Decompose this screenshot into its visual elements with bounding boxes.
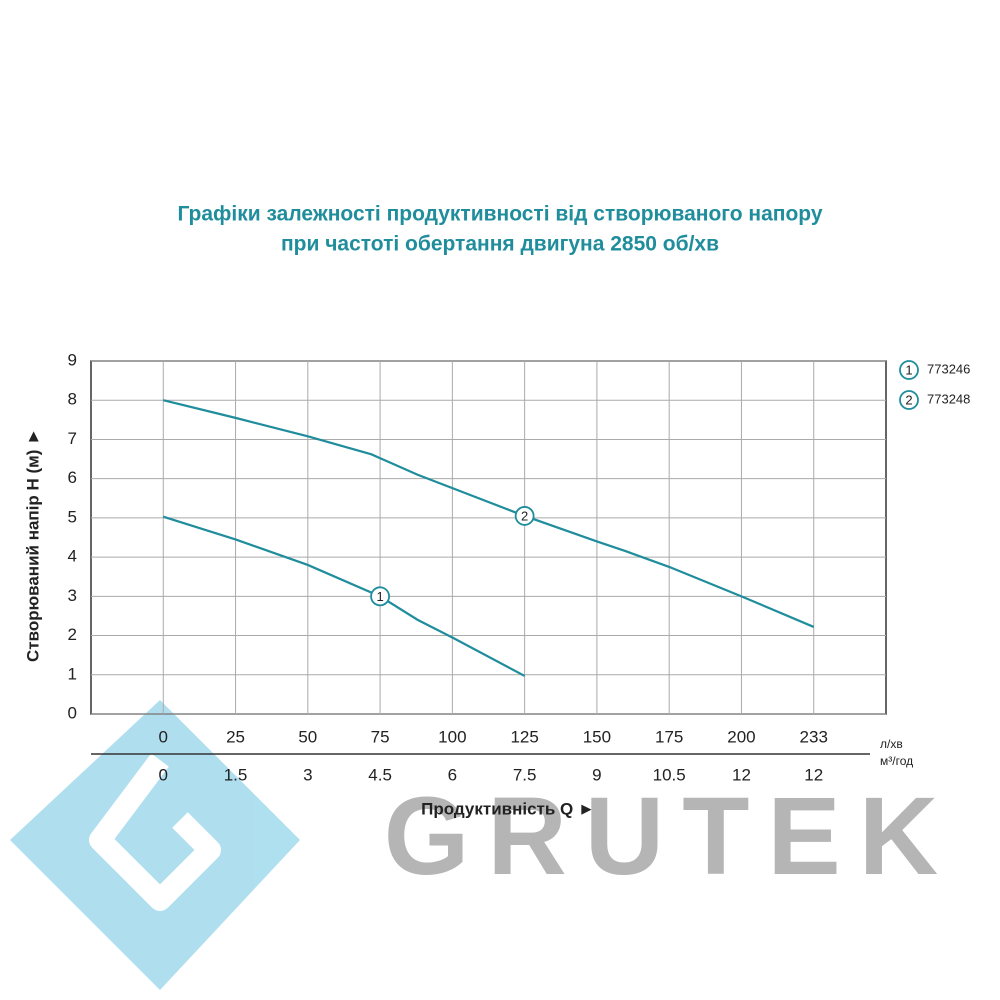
chart-title: Графіки залежності продуктивності від ст… [177, 203, 822, 226]
x-axis-label: Продуктивність Q ► [421, 799, 595, 818]
y-tick-label: 1 [68, 664, 77, 683]
y-tick-label: 5 [68, 507, 77, 526]
x2-tick-label: 6 [448, 765, 457, 784]
logo [10, 700, 300, 990]
x2-tick-label: 9 [592, 765, 601, 784]
x2-tick-label: 3 [303, 765, 312, 784]
logo-shape [10, 700, 300, 990]
y-tick-label: 0 [68, 703, 77, 722]
x2-tick-label: 0 [159, 765, 168, 784]
series-badge-label: 1 [905, 362, 912, 377]
y-tick-label: 2 [68, 625, 77, 644]
x2-tick-label: 1.5 [224, 765, 248, 784]
x-tick-label: 125 [510, 727, 538, 746]
x2-unit: м³/год [880, 754, 913, 768]
y-tick-label: 8 [68, 390, 77, 409]
x-tick-label: 0 [159, 727, 168, 746]
logo-mark [89, 753, 221, 911]
series-badge [899, 390, 919, 410]
series-badge [899, 360, 919, 380]
series-badge-label: 2 [521, 508, 528, 523]
x-tick-label: 175 [655, 727, 683, 746]
x-tick-label: 25 [226, 727, 245, 746]
y-tick-label: 6 [68, 468, 77, 487]
x2-tick-label: 12 [804, 765, 823, 784]
chart-subtitle: при частоті обертання двигуна 2850 об/хв [281, 233, 719, 256]
y-tick-label: 3 [68, 586, 77, 605]
x-tick-label: 100 [438, 727, 466, 746]
x2-tick-label: 12 [732, 765, 751, 784]
series-badge [370, 586, 390, 607]
y-axis-label: Створюваний напір H (м) ► [23, 428, 42, 662]
x2-tick-label: 7.5 [513, 765, 537, 784]
y-tick-label: 4 [68, 547, 77, 566]
series-badge [514, 506, 535, 526]
x2-tick-label: 4.5 [368, 765, 392, 784]
x-tick-label: 75 [371, 727, 390, 746]
watermark: GRUTEK [384, 775, 956, 898]
y-tick-label: 7 [68, 429, 77, 448]
legend-label: 773246 [927, 361, 970, 376]
x2-tick-label: 10.5 [653, 765, 686, 784]
series-badge-label: 1 [376, 589, 383, 604]
x-tick-label: 150 [583, 727, 611, 746]
x-tick-label: 50 [298, 727, 317, 746]
y-tick-label: 9 [68, 350, 77, 369]
plot-frame [90, 360, 887, 715]
legend-label: 773248 [927, 391, 970, 406]
x-unit: л/хв [880, 737, 903, 751]
series-line [163, 399, 815, 628]
series-badge-label: 2 [905, 392, 912, 407]
x-tick-label: 200 [727, 727, 755, 746]
x-tick-label: 233 [800, 727, 828, 746]
